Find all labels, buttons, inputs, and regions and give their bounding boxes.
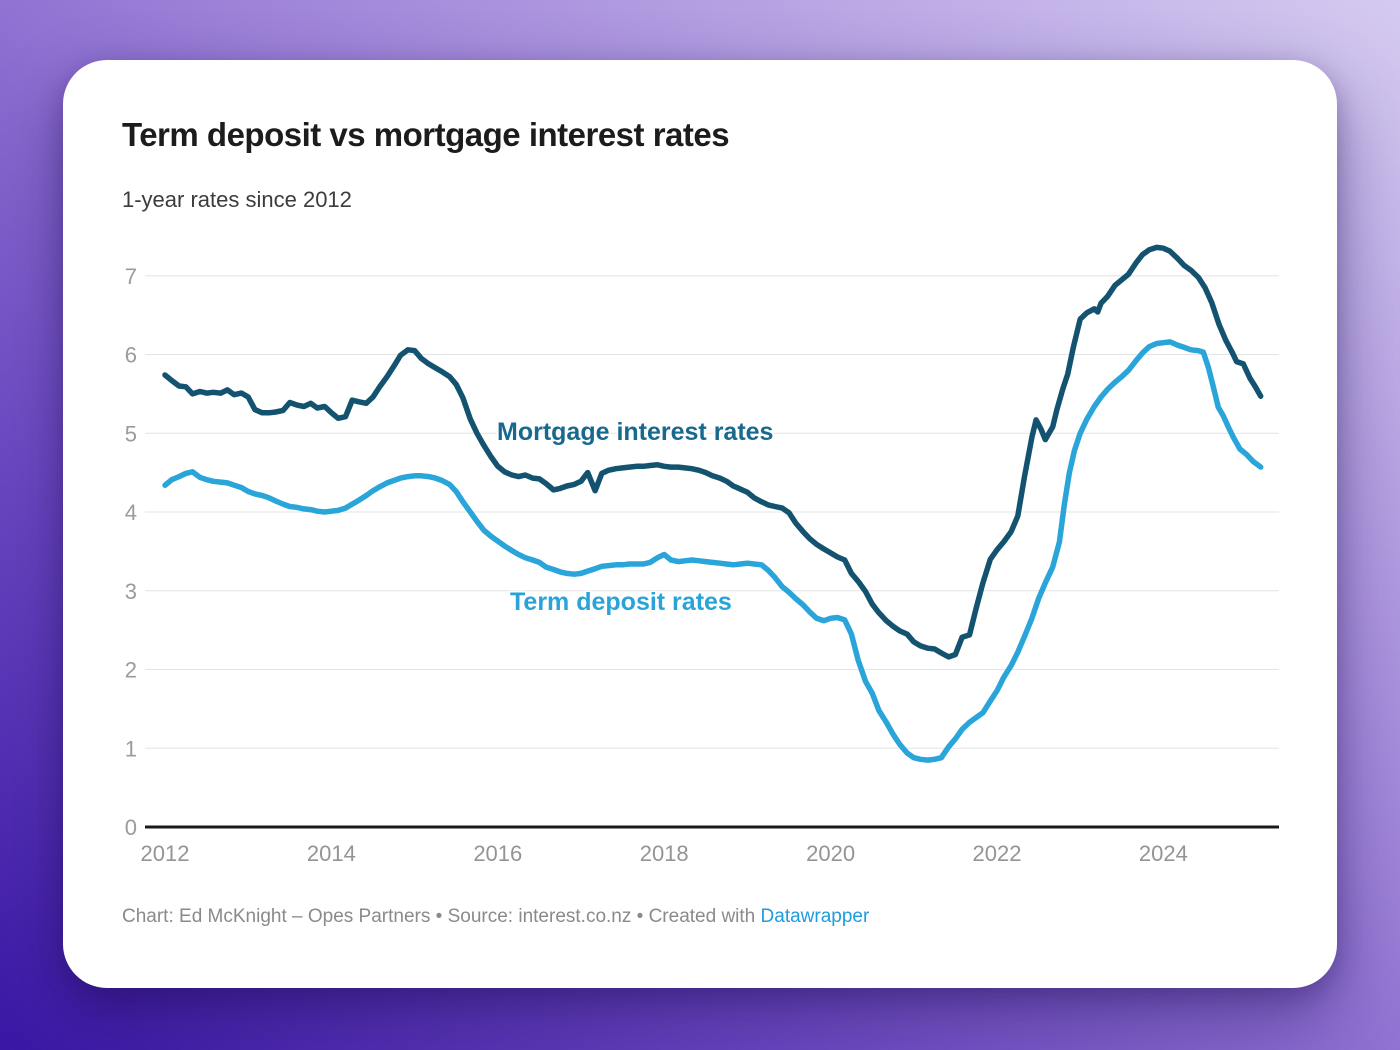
- chart-subtitle: 1-year rates since 2012: [122, 187, 352, 212]
- source-text: Source: interest.co.nz: [447, 906, 632, 927]
- footer-separator: •: [631, 906, 649, 927]
- chart-card-inner: 0 1 2 3 4 5 6 7 2012 2014 2016 2018 2020 2022 2024 Ter…: [63, 60, 1337, 988]
- x-tick-label: 2020: [806, 841, 855, 866]
- y-tick-label: 5: [125, 421, 137, 446]
- x-tick-label: 2016: [473, 841, 522, 866]
- series-line-term-deposit: [162, 339, 1264, 763]
- x-tick-label: 2014: [307, 841, 356, 866]
- y-tick-label: 4: [125, 500, 137, 525]
- created-with-text: Created with: [648, 906, 761, 927]
- y-tick-label: 0: [125, 815, 137, 840]
- series-label-term-deposit: Term deposit rates: [510, 588, 732, 616]
- x-tick-label: 2022: [973, 841, 1022, 866]
- series-line-mortgage: [162, 244, 1264, 660]
- x-tick-label: 2018: [640, 841, 689, 866]
- chart-card: 0 1 2 3 4 5 6 7 2012 2014 2016 2018 2020 2022 2024 Ter…: [63, 60, 1337, 988]
- attribution-footer: Chart: Ed McKnight – Opes Partners • Sou…: [122, 906, 869, 928]
- line-chart: 0 1 2 3 4 5 6 7 2012 2014 2016 2018 2020 2022 2024: [125, 244, 1279, 866]
- y-tick-label: 1: [125, 736, 137, 761]
- y-tick-label: 6: [125, 343, 137, 368]
- chart-title: Term deposit vs mortgage interest rates: [122, 116, 730, 153]
- x-tick-label: 2012: [141, 841, 190, 866]
- series-label-mortgage: Mortgage interest rates: [497, 418, 774, 446]
- footer-separator: •: [430, 906, 448, 927]
- datawrapper-link[interactable]: Datawrapper: [760, 906, 870, 927]
- x-tick-label: 2024: [1139, 841, 1188, 866]
- chart-credit: Chart: Ed McKnight – Opes Partners: [122, 906, 431, 927]
- y-tick-label: 2: [125, 658, 137, 683]
- y-tick-label: 3: [125, 579, 137, 604]
- y-tick-label: 7: [125, 264, 137, 289]
